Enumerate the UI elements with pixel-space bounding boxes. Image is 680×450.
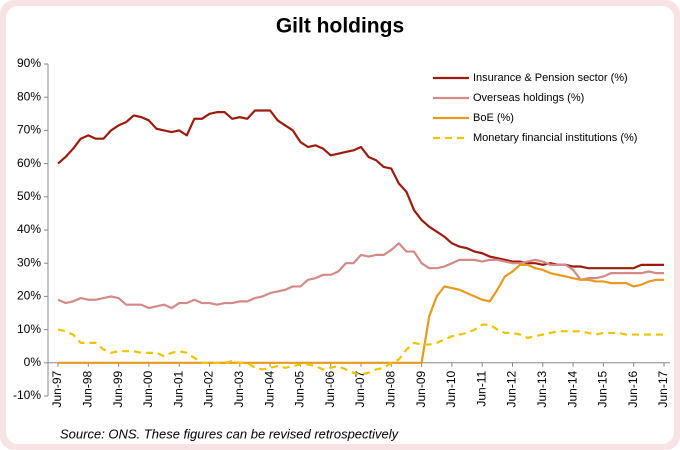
x-tick-label: Jun-07 — [353, 370, 367, 407]
x-tick-label: Jun-13 — [535, 370, 549, 407]
y-tick-label: 80% — [17, 89, 41, 103]
y-tick-label: 0% — [24, 355, 42, 369]
x-tick-label: Jun-00 — [141, 370, 155, 407]
legend-label: BoE (%) — [473, 112, 514, 124]
y-tick-label: 20% — [17, 289, 41, 303]
x-tick-label: Jun-12 — [505, 370, 519, 407]
x-tick-label: Jun-16 — [626, 370, 640, 407]
source-note: Source: ONS. These figures can be revise… — [60, 426, 400, 441]
x-tick-label: Jun-98 — [80, 370, 94, 407]
x-tick-label: Jun-05 — [293, 370, 307, 407]
y-tick-label: 60% — [17, 156, 41, 170]
series-line — [58, 263, 664, 364]
y-tick-label: 30% — [17, 255, 41, 269]
y-tick-label: -10% — [13, 388, 41, 402]
x-tick-label: Jun-17 — [656, 370, 670, 407]
x-tick-label: Jun-10 — [444, 370, 458, 407]
y-tick-label: 90% — [17, 56, 41, 70]
legend-label: Monetary financial institutions (%) — [473, 132, 637, 144]
x-tick-label: Jun-08 — [383, 370, 397, 407]
series-line — [57, 323, 664, 376]
x-tick-label: Jun-99 — [111, 370, 125, 407]
y-tick-label: 10% — [17, 322, 41, 336]
x-tick-label: Jun-15 — [596, 370, 610, 407]
x-tick-label: Jun-11 — [474, 370, 488, 406]
chart-title: Gilt holdings — [276, 15, 404, 38]
y-tick-label: 70% — [17, 123, 41, 137]
y-tick-label: 40% — [17, 222, 41, 236]
legend-label: Overseas holdings (%) — [473, 92, 584, 104]
x-tick-label: Jun-04 — [262, 370, 276, 407]
x-tick-label: Jun-14 — [565, 370, 579, 407]
x-tick-label: Jun-02 — [202, 370, 216, 407]
x-tick-label: Jun-03 — [232, 370, 246, 407]
x-tick-label: Jun-97 — [50, 370, 64, 407]
x-tick-label: Jun-06 — [323, 370, 337, 407]
x-tick-label: Jun-01 — [171, 370, 185, 407]
y-tick-label: 50% — [17, 189, 41, 203]
panel — [6, 6, 674, 444]
series-line — [57, 242, 664, 310]
x-tick-label: Jun-09 — [414, 370, 428, 407]
legend-label: Insurance & Pension sector (%) — [473, 72, 628, 84]
